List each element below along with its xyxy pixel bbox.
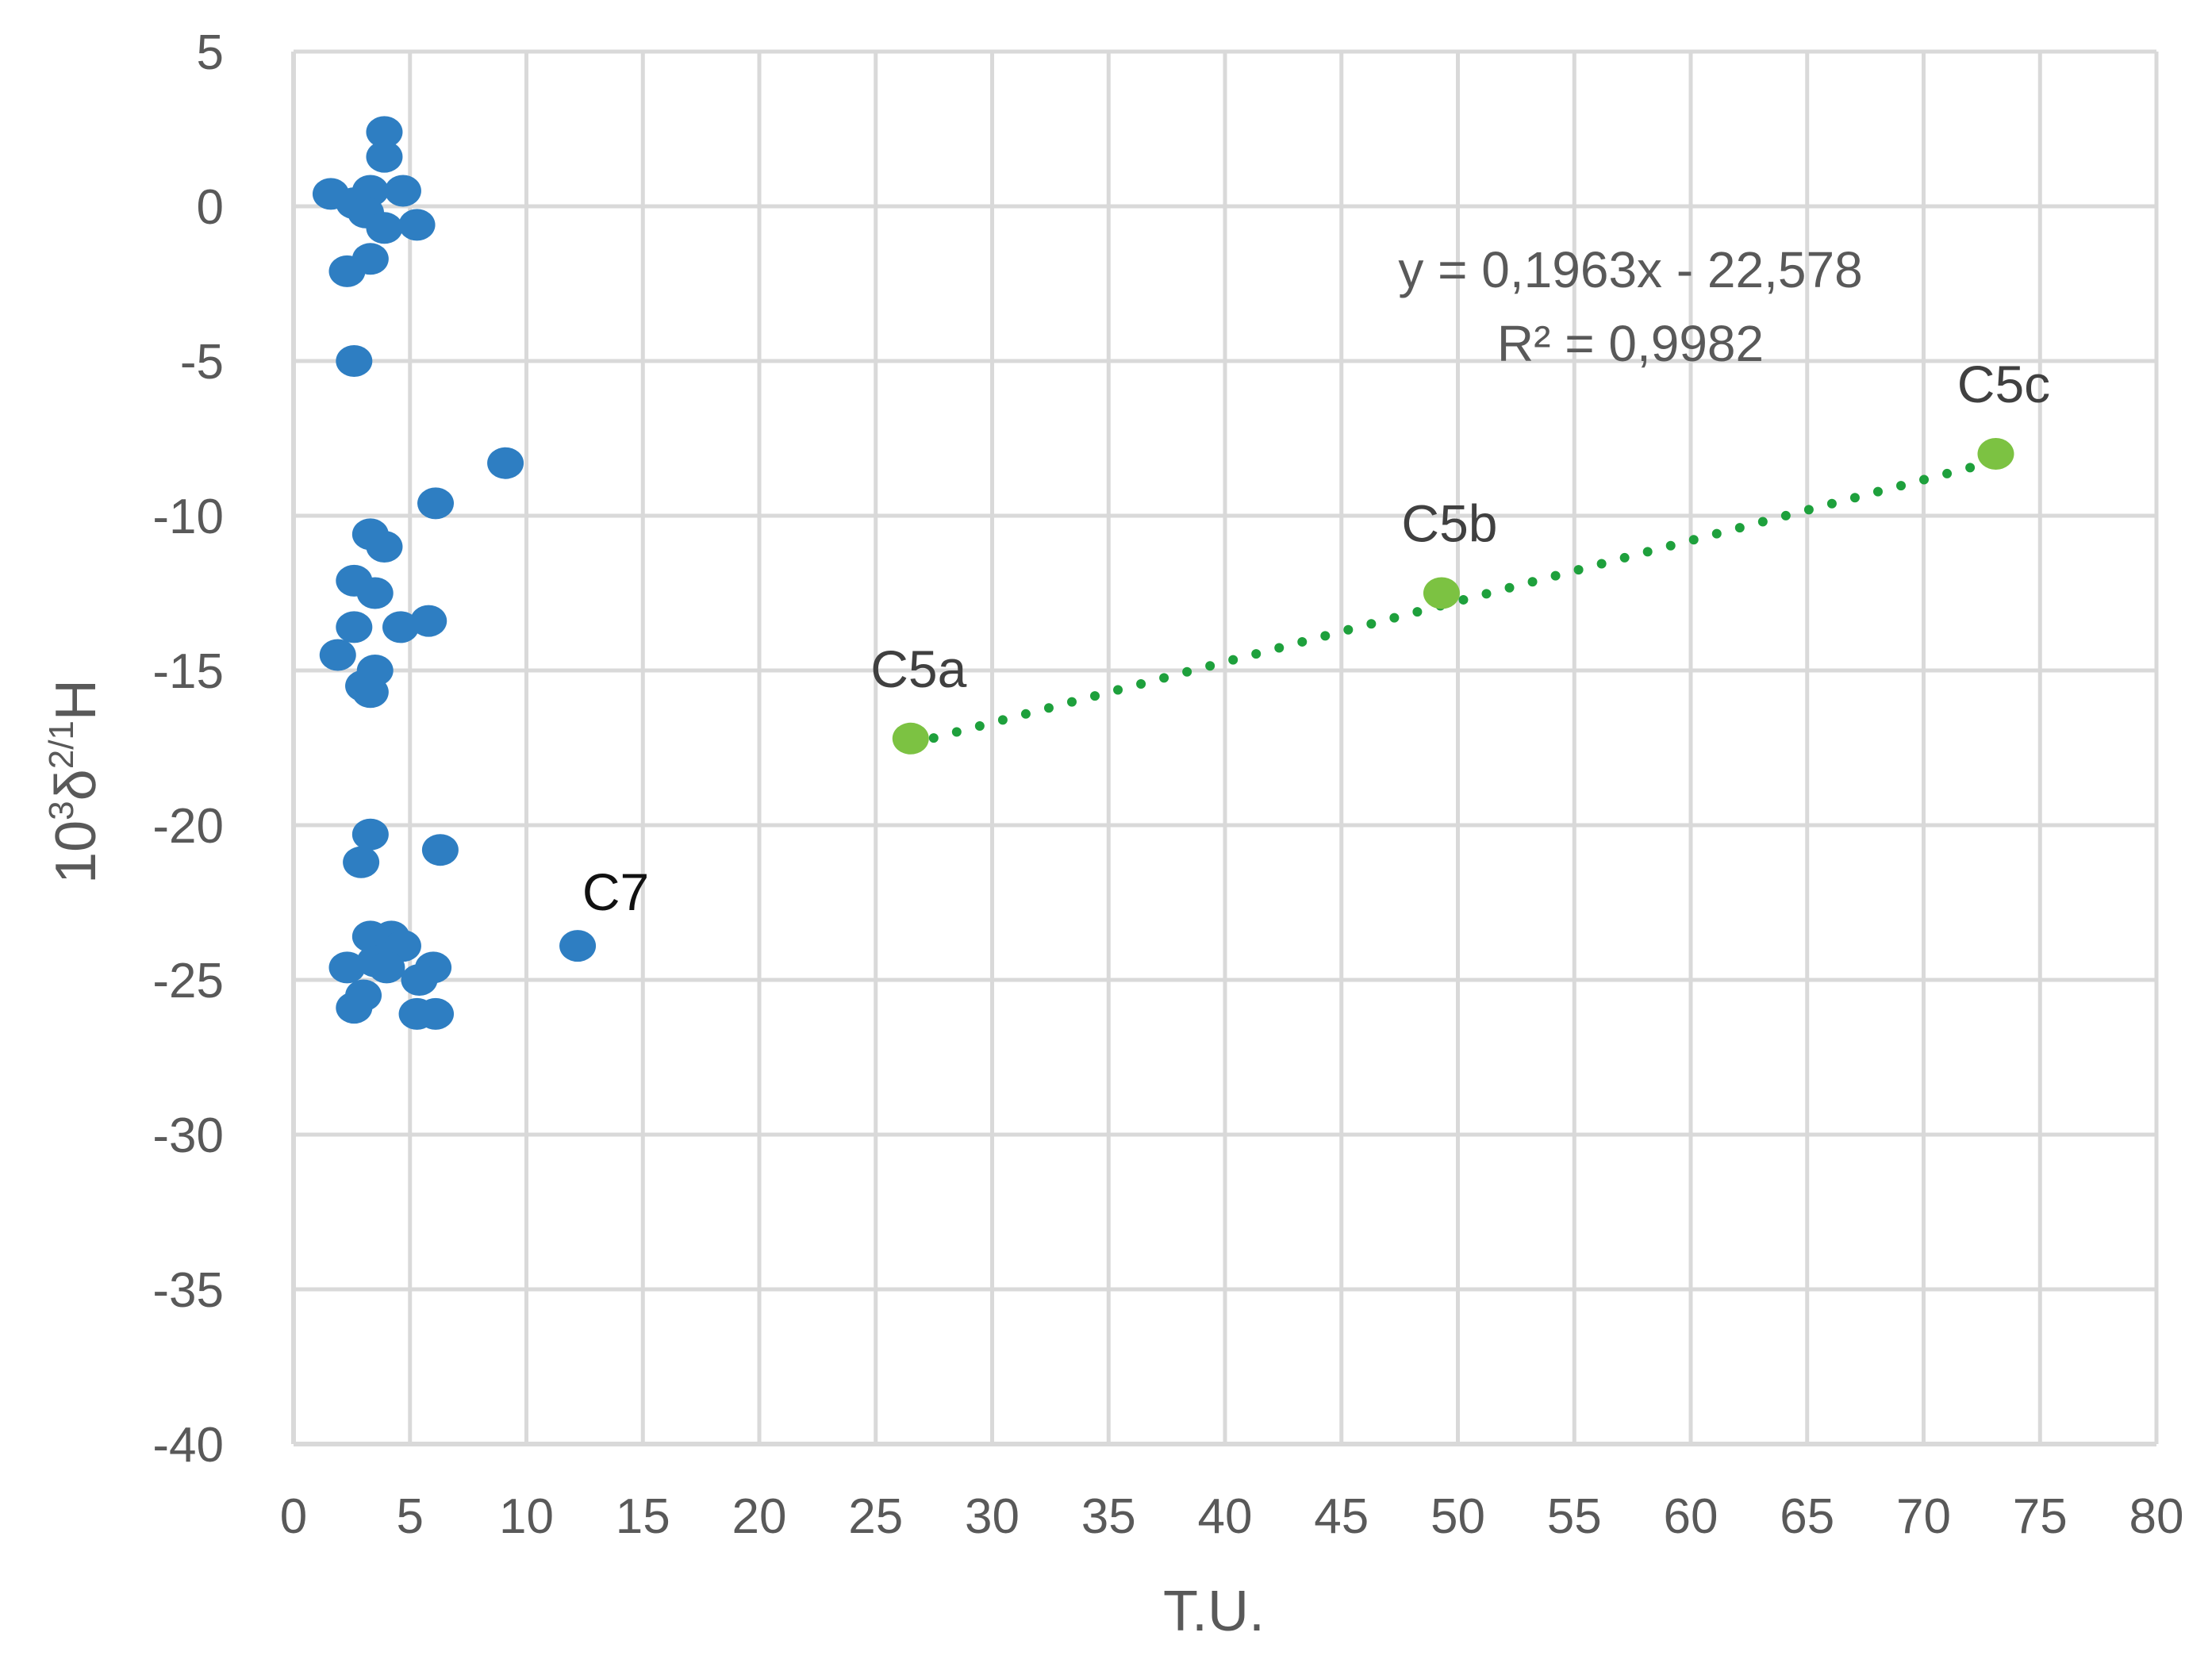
x-tick-labels: 0 5 10 15 20 25 30 35 40 45 50 55 60 65 70 75 80 <box>280 1489 2184 1544</box>
y-tick-label: 5 <box>197 25 224 80</box>
data-point <box>351 676 389 709</box>
x-tick-label: 60 <box>1664 1489 1719 1544</box>
data-point <box>384 175 421 207</box>
x-tick-label: 40 <box>1198 1489 1253 1544</box>
point-label: C5a <box>870 640 966 698</box>
y-tick-labels: 5 0 -5 -10 -15 -20 -25 -30 -35 -40 <box>152 25 224 1473</box>
point-labels: C7 C5a C5b C5c <box>582 355 2050 921</box>
data-point <box>336 992 373 1024</box>
x-tick-label: 65 <box>1780 1489 1834 1544</box>
data-point <box>328 951 366 984</box>
x-tick-label: 25 <box>848 1489 903 1544</box>
x-tick-label: 80 <box>2129 1489 2184 1544</box>
data-point <box>892 722 929 755</box>
y-tick-label: -10 <box>152 490 224 544</box>
data-point <box>366 212 403 244</box>
x-tick-label: 55 <box>1547 1489 1602 1544</box>
x-tick-label: 5 <box>397 1489 424 1544</box>
trendline-r-squared: R² = 0,9982 <box>1497 315 1764 372</box>
y-axis-title-element: H <box>44 679 108 720</box>
data-point <box>356 577 394 609</box>
data-point <box>351 818 389 851</box>
y-axis-title-sup2: 2/1 <box>42 720 81 769</box>
y-tick-label: -30 <box>152 1108 224 1163</box>
point-label: C5c <box>1957 355 2050 413</box>
x-tick-label: 10 <box>499 1489 554 1544</box>
data-point <box>487 447 524 479</box>
data-point <box>417 487 455 520</box>
x-tick-label: 70 <box>1896 1489 1951 1544</box>
point-label: C5b <box>1401 494 1497 553</box>
data-point <box>559 930 597 962</box>
data-point <box>382 611 420 643</box>
data-point <box>366 531 403 563</box>
trendline <box>905 455 2001 749</box>
data-point <box>398 209 436 241</box>
x-tick-label: 15 <box>616 1489 670 1544</box>
data-point <box>1423 577 1460 609</box>
x-tick-label: 50 <box>1431 1489 1485 1544</box>
data-point <box>401 964 438 996</box>
axes <box>291 52 2156 1446</box>
grid-lines <box>294 49 2159 1444</box>
data-point <box>366 116 403 148</box>
data-point <box>336 611 373 643</box>
y-axis-title-sup1: 3 <box>42 801 81 820</box>
x-tick-label: 0 <box>280 1489 307 1544</box>
y-tick-label: -25 <box>152 954 224 1008</box>
y-tick-label: -5 <box>180 335 224 390</box>
point-label: C7 <box>582 862 649 921</box>
data-point <box>336 345 373 377</box>
data-point <box>366 140 403 173</box>
data-points <box>312 116 2014 1030</box>
data-point <box>319 639 356 671</box>
data-point <box>1977 438 2014 470</box>
data-point <box>343 846 380 878</box>
trendline-equation: y = 0,1963x - 22,578 <box>1398 241 1862 298</box>
y-tick-label: -20 <box>152 799 224 854</box>
y-tick-label: -15 <box>152 644 224 699</box>
x-tick-label: 45 <box>1314 1489 1369 1544</box>
y-axis-title: 103δ2/1H <box>42 679 108 884</box>
x-tick-label: 35 <box>1081 1489 1136 1544</box>
y-axis-title-delta: δ <box>44 769 108 801</box>
data-point <box>421 834 459 866</box>
trendline-line <box>905 455 2001 749</box>
data-point <box>410 605 447 637</box>
x-tick-label: 75 <box>2013 1489 2068 1544</box>
y-tick-label: 0 <box>197 180 224 235</box>
y-axis-title-base: 10 <box>44 820 108 884</box>
y-tick-label: -40 <box>152 1418 224 1473</box>
x-tick-label: 20 <box>732 1489 787 1544</box>
data-point <box>417 997 455 1030</box>
data-point <box>368 951 405 984</box>
data-point <box>328 255 366 287</box>
x-tick-label: 30 <box>965 1489 1020 1544</box>
y-tick-label: -35 <box>152 1263 224 1318</box>
x-axis-title: T.U. <box>1163 1580 1265 1643</box>
